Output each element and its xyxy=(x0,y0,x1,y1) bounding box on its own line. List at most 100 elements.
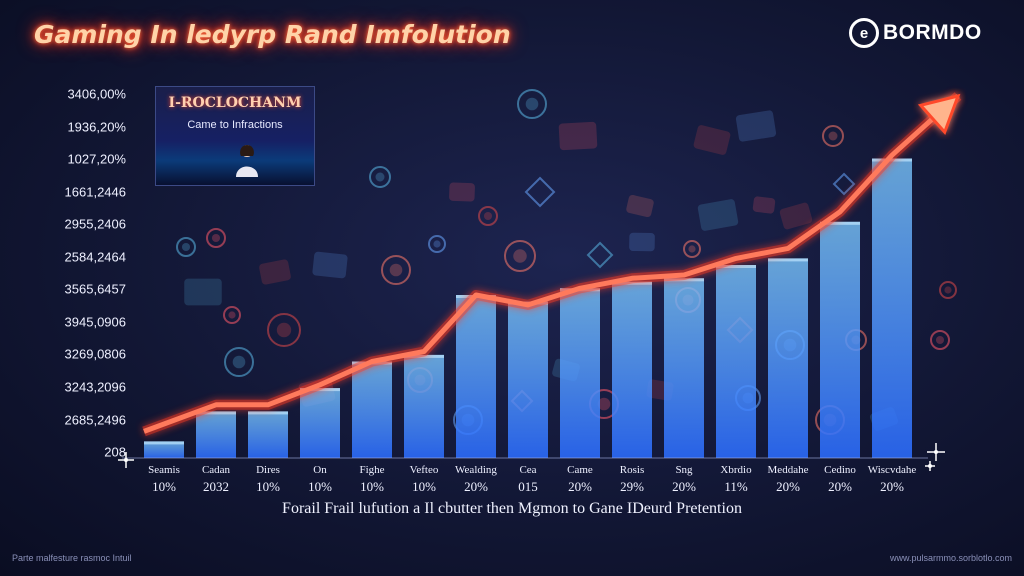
bar-xbrdio xyxy=(716,265,756,458)
x-value-label: 29% xyxy=(620,479,644,494)
bar-cap xyxy=(144,441,184,445)
x-tick-label: Cadan xyxy=(201,464,231,476)
game-doodle-icon xyxy=(428,235,446,253)
game-doodle-icon xyxy=(478,206,498,226)
game-doodle-icon xyxy=(697,199,739,231)
game-doodle-icon xyxy=(626,194,654,218)
bar-fighe xyxy=(352,361,392,458)
game-doodle-icon xyxy=(517,89,547,119)
game-doodle-icon xyxy=(312,251,348,279)
bar-wealding xyxy=(456,295,496,458)
bar-cea xyxy=(508,301,548,458)
game-doodle-icon xyxy=(779,202,813,230)
bar-cadan xyxy=(196,411,236,458)
x-value-label: 015 xyxy=(518,479,538,494)
game-doodle-icon xyxy=(558,121,598,151)
bar-cedino xyxy=(820,221,860,458)
bar-cap xyxy=(248,411,288,415)
bar-came xyxy=(560,288,600,458)
game-doodle-icon xyxy=(586,241,614,269)
chart-caption: Forail Frail lufution a Il cbutter then … xyxy=(282,500,742,517)
game-doodle-icon xyxy=(259,259,291,285)
x-value-label: 20% xyxy=(776,479,800,494)
x-tick-label: Came xyxy=(567,464,593,476)
trend-line xyxy=(143,94,960,434)
sparkle-icon xyxy=(927,443,945,461)
x-value-label: 2032 xyxy=(203,479,229,494)
x-value-label: 10% xyxy=(412,479,436,494)
inset-thumbnail: I-ROCLOCHANM Came to Infractions xyxy=(155,86,315,186)
x-tick-label: Xbrdio xyxy=(720,464,752,476)
game-doodle-icon xyxy=(822,125,844,147)
x-value-label: 10% xyxy=(152,479,176,494)
presenter-icon xyxy=(236,145,258,177)
x-value-label: 10% xyxy=(360,479,384,494)
bar-wiscvdahe xyxy=(872,158,912,458)
game-doodle-icon xyxy=(735,110,777,142)
game-doodle-icon xyxy=(184,278,222,306)
bar-cap xyxy=(196,411,236,415)
y-tick-label: 3243,2096 xyxy=(64,379,126,395)
sparkle-icon xyxy=(925,461,935,471)
game-doodle-icon xyxy=(381,255,411,285)
x-value-label: 20% xyxy=(672,479,696,494)
game-doodle-icon xyxy=(693,125,731,155)
bar-rosis xyxy=(612,281,652,458)
brand-logo-icon: e xyxy=(849,18,879,48)
y-tick-label: 2584,2464 xyxy=(64,249,126,265)
x-tick-label: Fighe xyxy=(359,464,385,476)
y-tick-label: 1936,20% xyxy=(67,119,126,134)
bar-cap xyxy=(768,258,808,262)
bar-sng xyxy=(664,278,704,458)
x-tick-label: Vefteo xyxy=(409,464,439,476)
game-doodle-icon xyxy=(224,347,254,377)
x-tick-label: Wealding xyxy=(455,464,497,476)
y-tick-label: 3945,0906 xyxy=(64,314,126,330)
x-value-label: 20% xyxy=(828,479,852,494)
bar-meddahe xyxy=(768,258,808,458)
inset-subtitle: Came to Infractions xyxy=(187,119,283,131)
game-doodle-icon xyxy=(206,228,226,248)
game-doodle-icon xyxy=(832,172,856,196)
x-value-label: 20% xyxy=(464,479,488,494)
y-tick-label: 1027,20% xyxy=(67,151,126,167)
y-tick-label: 3406,00% xyxy=(67,86,126,102)
game-doodle-icon xyxy=(267,313,301,347)
brand-name: BORMDO xyxy=(883,21,982,44)
bar-cap xyxy=(820,221,860,225)
x-value-label: 11% xyxy=(724,479,748,494)
game-doodle-icon xyxy=(939,281,957,299)
x-tick-label: Seamis xyxy=(148,464,180,476)
inset-title: I-ROCLOCHANM xyxy=(168,95,302,111)
game-doodle-icon xyxy=(223,306,241,324)
y-tick-label: 3269,0806 xyxy=(64,346,126,362)
x-tick-label: Cedino xyxy=(824,464,856,476)
x-tick-label: Sng xyxy=(675,464,693,476)
y-tick-label: 3565,6457 xyxy=(64,281,126,297)
game-doodle-icon xyxy=(504,240,536,272)
game-doodle-icon xyxy=(369,166,391,188)
game-doodle-icon xyxy=(449,182,475,202)
page-title: Gaming In ledyrp Rand Imfolution xyxy=(34,20,511,49)
x-value-label: 10% xyxy=(308,479,332,494)
sparkle-icon xyxy=(118,452,134,468)
footer-left-text: Parte malfesture rasmoc Intuil xyxy=(12,553,132,563)
game-doodle-icon xyxy=(629,232,655,252)
game-doodle-icon xyxy=(524,176,556,208)
bar-dires xyxy=(248,411,288,458)
game-doodle-icon xyxy=(930,330,950,350)
x-tick-label: Meddahe xyxy=(767,464,809,476)
bar-vefteo xyxy=(404,354,444,458)
game-doodle-icon xyxy=(176,237,196,257)
trend-arrow-head-icon xyxy=(917,93,961,135)
x-value-label: 20% xyxy=(568,479,592,494)
x-tick-label: On xyxy=(313,464,327,476)
y-tick-label: 1661,2446 xyxy=(64,184,126,200)
x-tick-label: Wiscvdahe xyxy=(867,464,917,476)
bar-seamis xyxy=(144,441,184,458)
y-tick-label: 2685,2496 xyxy=(64,412,126,427)
y-tick-label: 208 xyxy=(104,444,126,460)
x-tick-label: Rosis xyxy=(619,464,645,476)
bar-cap xyxy=(716,265,756,268)
